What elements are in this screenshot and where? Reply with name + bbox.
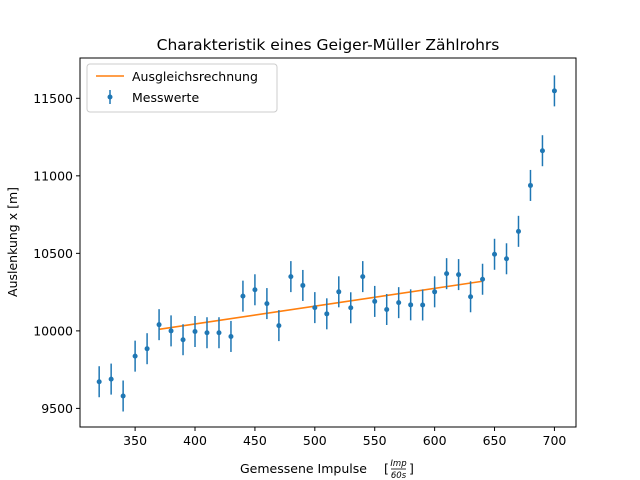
data-point	[539, 148, 545, 154]
y-axis-ticks: 9500 10000 10500 11000 11500	[33, 91, 80, 416]
data-point	[551, 88, 557, 94]
fit-line	[158, 280, 483, 331]
data-point	[216, 330, 222, 336]
x-tick-label: 350	[123, 433, 147, 448]
data-point	[120, 393, 126, 399]
data-point	[360, 274, 366, 280]
x-tick-label: 500	[303, 433, 327, 448]
x-tick-label: 600	[423, 433, 447, 448]
x-tick-label: 650	[483, 433, 507, 448]
legend-data-label: Messwerte	[132, 90, 199, 105]
y-tick-label: 9500	[41, 401, 73, 416]
data-point	[108, 376, 114, 382]
data-point	[240, 293, 246, 299]
data-point	[456, 272, 462, 278]
data-point	[515, 228, 521, 234]
data-point	[288, 274, 294, 280]
x-axis-unit-numerator: Imp	[390, 459, 406, 469]
x-tick-label: 450	[243, 433, 267, 448]
data-point	[492, 251, 498, 257]
data-point	[276, 323, 282, 329]
data-point	[468, 294, 474, 300]
data-point	[336, 289, 342, 295]
x-axis-label-text: Gemessene Impulse	[240, 461, 367, 476]
data-points-layer	[96, 75, 557, 412]
legend-fit-label: Ausgleichsrechnung	[132, 69, 258, 84]
axes-frame	[79, 57, 577, 428]
data-point	[192, 328, 198, 334]
data-point	[527, 182, 533, 188]
x-axis-label-close-bracket: ]	[409, 461, 414, 476]
data-point	[480, 276, 486, 282]
data-point	[408, 302, 414, 308]
data-point	[312, 305, 318, 311]
chart-title: Charakteristik eines Geiger-Müller Zählr…	[157, 36, 500, 54]
data-point	[444, 271, 450, 277]
fit-line-layer	[158, 280, 483, 331]
legend-box	[86, 63, 278, 113]
legend: Ausgleichsrechnung Messwerte	[86, 63, 278, 113]
data-point	[324, 311, 330, 317]
data-point	[180, 337, 186, 343]
data-point	[228, 333, 234, 339]
x-axis-label-open-bracket: [	[384, 461, 389, 476]
plot-area	[80, 58, 576, 427]
data-point	[156, 322, 162, 328]
x-axis-label: Gemessene Impulse [ Imp 60s ]	[240, 459, 414, 480]
data-point	[396, 300, 402, 306]
data-point	[432, 289, 438, 295]
data-point	[300, 282, 306, 288]
data-point	[372, 298, 378, 304]
data-point	[168, 328, 174, 334]
data-point	[132, 353, 138, 359]
data-point	[504, 256, 510, 262]
x-axis-ticks: 350 400 450 500 550 600 650 700	[123, 427, 566, 448]
y-tick-label: 10500	[33, 246, 73, 261]
legend-data-marker	[107, 94, 113, 100]
y-tick-label: 10000	[33, 323, 73, 338]
data-point	[204, 330, 210, 336]
data-point	[96, 379, 102, 385]
data-point	[348, 305, 354, 311]
data-point	[384, 306, 390, 312]
data-point	[144, 346, 150, 352]
data-point	[264, 301, 270, 307]
x-tick-label: 400	[183, 433, 207, 448]
y-axis-label: Auslenkung x [m]	[5, 187, 20, 297]
y-tick-label: 11000	[33, 168, 73, 183]
x-tick-label: 700	[543, 433, 567, 448]
data-point	[252, 287, 258, 293]
data-point	[420, 302, 426, 308]
x-axis-unit-denominator: 60s	[391, 471, 407, 480]
x-tick-label: 550	[363, 433, 387, 448]
y-tick-label: 11500	[33, 91, 73, 106]
